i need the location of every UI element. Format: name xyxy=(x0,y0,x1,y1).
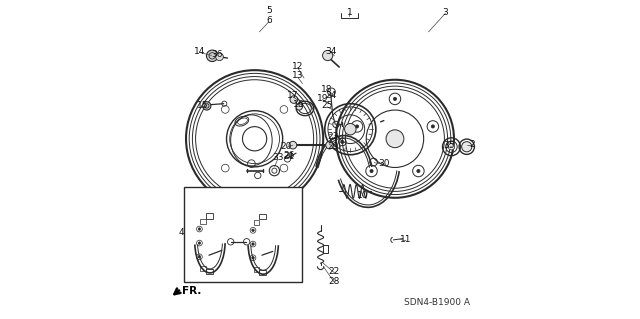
Bar xyxy=(200,266,206,271)
Text: 21: 21 xyxy=(283,152,294,161)
Bar xyxy=(253,267,259,272)
Text: 20: 20 xyxy=(281,142,292,151)
Bar xyxy=(184,187,302,282)
Text: 15: 15 xyxy=(197,101,209,110)
Text: 25: 25 xyxy=(321,101,333,110)
Text: 17: 17 xyxy=(287,91,299,100)
Circle shape xyxy=(461,142,472,152)
Circle shape xyxy=(252,243,254,245)
Circle shape xyxy=(203,102,211,110)
Circle shape xyxy=(252,229,254,232)
Circle shape xyxy=(289,141,297,149)
Bar xyxy=(200,219,206,224)
Text: 4: 4 xyxy=(179,228,185,237)
Bar xyxy=(206,213,214,219)
Text: 28: 28 xyxy=(329,277,340,286)
Circle shape xyxy=(394,97,397,100)
Circle shape xyxy=(207,50,218,62)
Text: 5: 5 xyxy=(266,6,272,15)
Text: 11: 11 xyxy=(401,235,412,244)
Text: 19: 19 xyxy=(317,94,328,103)
Bar xyxy=(253,220,259,225)
Bar xyxy=(259,214,266,219)
Text: SDN4-B1900 A: SDN4-B1900 A xyxy=(404,298,470,307)
Text: 6: 6 xyxy=(266,16,272,25)
Text: 18: 18 xyxy=(321,85,333,94)
Circle shape xyxy=(448,144,454,150)
Circle shape xyxy=(344,123,356,135)
Circle shape xyxy=(386,130,404,148)
Text: FR.: FR. xyxy=(182,286,202,296)
Circle shape xyxy=(198,256,201,258)
Bar xyxy=(259,270,266,275)
Circle shape xyxy=(370,169,373,173)
Circle shape xyxy=(323,50,333,61)
Circle shape xyxy=(355,125,358,128)
Text: 22: 22 xyxy=(329,267,340,276)
Circle shape xyxy=(296,104,303,110)
Bar xyxy=(206,269,214,274)
Text: 34: 34 xyxy=(325,47,337,56)
Text: 14: 14 xyxy=(194,47,205,56)
Text: 10: 10 xyxy=(357,191,369,200)
Circle shape xyxy=(216,53,223,61)
Circle shape xyxy=(290,96,298,103)
Text: 23: 23 xyxy=(327,132,339,141)
Text: 3: 3 xyxy=(442,8,448,17)
Text: 26: 26 xyxy=(284,151,295,160)
Text: 16: 16 xyxy=(292,100,304,109)
Text: 29: 29 xyxy=(327,142,339,151)
Text: 35: 35 xyxy=(444,141,455,150)
Text: 1: 1 xyxy=(347,8,353,17)
Bar xyxy=(323,245,328,253)
Circle shape xyxy=(431,125,435,128)
Circle shape xyxy=(326,141,333,149)
Text: 36: 36 xyxy=(212,50,223,59)
Text: 13: 13 xyxy=(292,71,303,80)
Circle shape xyxy=(198,242,201,244)
Text: 2: 2 xyxy=(470,140,476,149)
Circle shape xyxy=(198,228,201,230)
Text: 12: 12 xyxy=(292,62,303,71)
Text: 33: 33 xyxy=(272,153,284,162)
Circle shape xyxy=(340,140,344,144)
Circle shape xyxy=(417,169,420,173)
Circle shape xyxy=(252,256,254,259)
Text: 30: 30 xyxy=(378,159,390,168)
Text: 24: 24 xyxy=(326,91,337,100)
